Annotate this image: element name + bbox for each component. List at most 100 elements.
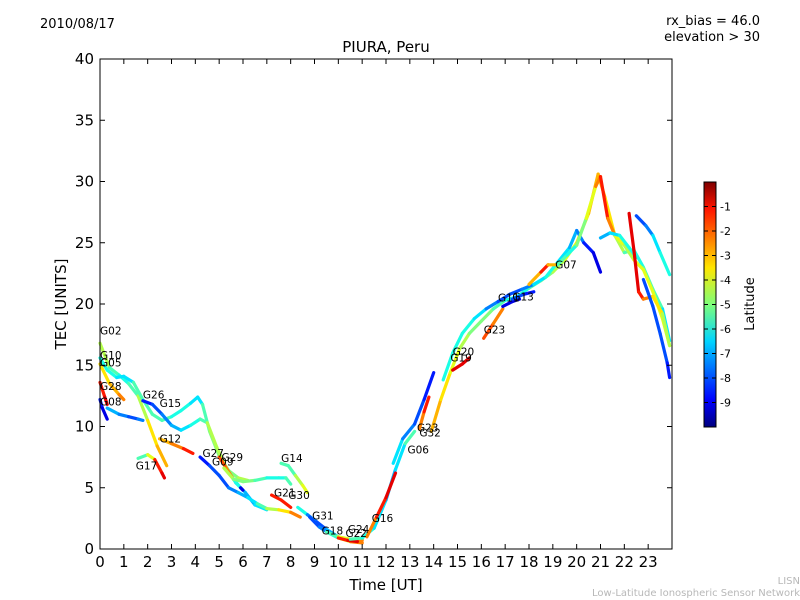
x-tick-label: 17 — [496, 553, 515, 571]
date-label: 2010/08/17 — [40, 17, 115, 32]
x-tick-label: 13 — [400, 553, 419, 571]
satellite-label: G17 — [136, 460, 158, 472]
y-tick-label: 15 — [75, 356, 94, 374]
colorbar-tick-label: -7 — [720, 348, 731, 361]
satellite-label: G06 — [407, 444, 429, 456]
series-segment — [348, 536, 364, 541]
colorbar-tick-label: -6 — [720, 323, 731, 336]
satellite-label: G02 — [100, 326, 122, 338]
satellite-label: G07 — [555, 259, 577, 271]
series-segment — [565, 243, 579, 257]
series-segment — [107, 382, 121, 397]
series-segment — [286, 464, 297, 478]
y-tick-label: 25 — [75, 234, 94, 252]
series-extra3 — [627, 211, 672, 348]
x-tick-label: 20 — [567, 553, 586, 571]
series-segment — [127, 415, 140, 421]
series-segment — [451, 331, 464, 355]
satellite-label: G21 — [274, 487, 296, 499]
satellite-label: G14 — [281, 453, 303, 465]
colorbar-tick-label: -5 — [720, 299, 731, 312]
series-segment — [181, 447, 195, 455]
series-g20 — [451, 356, 471, 372]
series-segment — [501, 300, 514, 308]
satellite-label: G11 — [498, 293, 520, 305]
series-segment — [296, 505, 309, 517]
series-segment — [413, 398, 426, 426]
series-segment — [448, 346, 462, 375]
x-tick-label: 14 — [424, 553, 443, 571]
series-segment — [169, 409, 183, 419]
series-segment — [539, 263, 550, 274]
series-g05 — [98, 362, 126, 402]
series-segment — [150, 412, 164, 422]
series-segment — [460, 317, 476, 335]
x-tick-label: 5 — [214, 553, 224, 571]
series-segment — [189, 417, 202, 427]
series-segment — [460, 356, 471, 366]
series-g16 — [365, 471, 398, 539]
series-segment — [522, 290, 536, 296]
satellite-label: G28 — [100, 381, 122, 393]
series-segment — [136, 394, 150, 422]
series-segment — [491, 307, 505, 326]
satellite-label: G23 — [417, 422, 439, 434]
series-segment — [401, 422, 417, 441]
series-segment — [575, 216, 588, 247]
series-segment — [641, 295, 655, 301]
series-segment — [365, 515, 379, 539]
y-axis-label: TEC [UNITS] — [52, 259, 70, 351]
x-tick-label: 10 — [329, 553, 348, 571]
series-g17 — [136, 453, 166, 480]
series-segment — [374, 496, 388, 519]
chart-title: PIURA, Peru — [342, 38, 429, 56]
x-tick-label: 2 — [143, 553, 153, 571]
series-segment — [153, 458, 164, 475]
y-tick-label: 10 — [75, 418, 94, 436]
x-tick-label: 0 — [95, 553, 105, 571]
series-segment — [208, 464, 221, 478]
x-tick-label: 12 — [376, 553, 395, 571]
satellite-label: G31 — [312, 511, 334, 523]
series-segment — [103, 395, 109, 406]
series-segment — [98, 380, 107, 399]
satellite-label: G05 — [100, 357, 122, 369]
y-tick-label: 35 — [75, 111, 94, 129]
series-segment — [439, 371, 452, 402]
x-tick-label: 16 — [472, 553, 491, 571]
series-g06 — [391, 371, 436, 465]
series-g12 — [158, 437, 195, 455]
series-segment — [255, 502, 269, 511]
series-segment — [105, 368, 119, 380]
series-segment — [482, 322, 495, 340]
series-segment — [289, 510, 302, 519]
series-g26 — [105, 406, 145, 422]
series-segment — [246, 496, 259, 506]
colorbar-tick-label: -4 — [720, 274, 731, 287]
series-segment — [293, 473, 305, 487]
elevation-label: elevation > 30 — [664, 30, 760, 45]
series-segment — [622, 243, 636, 262]
satellite-label: G08 — [100, 397, 122, 409]
satellite-label: G24 — [348, 524, 370, 536]
series-segment — [510, 297, 522, 304]
x-tick-label: 4 — [191, 553, 201, 571]
series-segment — [155, 444, 169, 468]
satellite-label: G20 — [453, 346, 475, 358]
series-segment — [613, 233, 626, 247]
series-segment — [422, 395, 431, 414]
satellite-label: G27 — [202, 448, 224, 460]
series-segment — [632, 248, 641, 294]
x-tick-label: 9 — [310, 553, 320, 571]
series-segment — [658, 251, 672, 277]
series-segment — [598, 231, 612, 240]
series-segment — [217, 473, 231, 490]
series-segment — [508, 287, 524, 296]
x-tick-label: 6 — [238, 553, 248, 571]
x-tick-label: 19 — [543, 553, 562, 571]
series-extra4 — [641, 277, 672, 380]
series-segment — [105, 406, 121, 416]
x-tick-label: 3 — [167, 553, 177, 571]
x-tick-label: 15 — [448, 553, 467, 571]
satellite-label: G15 — [160, 398, 182, 410]
